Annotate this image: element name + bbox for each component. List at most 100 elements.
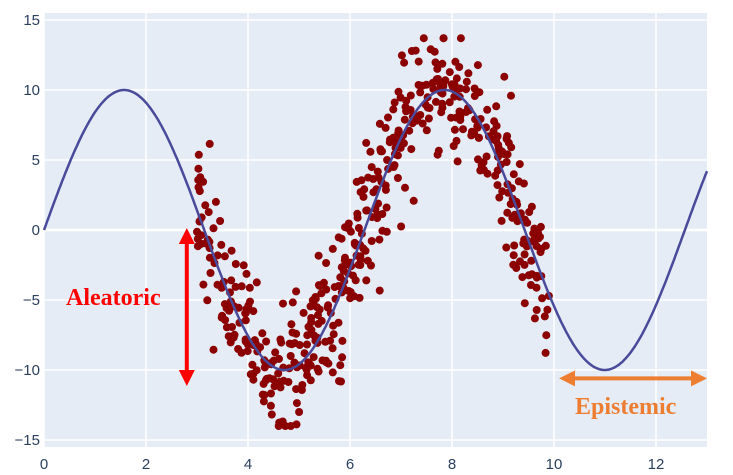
data-point	[262, 337, 271, 346]
data-point	[479, 165, 488, 174]
data-point	[221, 316, 230, 324]
data-point	[406, 106, 415, 114]
data-point	[453, 157, 462, 166]
data-point	[246, 370, 255, 379]
data-point	[431, 58, 440, 67]
data-point	[502, 158, 511, 166]
data-point	[302, 365, 311, 374]
observation-points	[193, 34, 553, 430]
data-point	[510, 241, 519, 250]
data-point	[381, 123, 390, 132]
data-point	[397, 51, 406, 60]
data-point	[432, 97, 440, 106]
data-point	[227, 276, 236, 285]
data-point	[464, 69, 473, 78]
data-point	[341, 253, 349, 262]
data-point	[375, 119, 384, 128]
data-point	[249, 307, 258, 316]
data-point	[337, 234, 346, 243]
data-point	[366, 147, 375, 156]
data-point	[527, 270, 536, 279]
data-point	[295, 408, 304, 416]
data-point	[274, 369, 283, 378]
data-point	[512, 264, 521, 272]
data-point	[259, 397, 268, 406]
data-point	[231, 260, 240, 268]
data-point	[285, 339, 294, 348]
data-point	[375, 286, 384, 295]
data-point	[275, 354, 283, 363]
data-point	[502, 243, 511, 252]
data-point	[424, 114, 433, 123]
data-point	[376, 145, 385, 154]
data-point	[527, 202, 536, 211]
data-point	[224, 332, 233, 341]
data-point	[527, 256, 536, 265]
data-point	[536, 232, 544, 241]
data-point	[248, 360, 257, 369]
data-point	[543, 305, 552, 314]
data-point	[241, 316, 250, 325]
data-point	[321, 337, 330, 346]
data-point	[497, 216, 506, 225]
data-point	[278, 417, 287, 426]
data-point	[209, 345, 218, 354]
data-point	[474, 133, 483, 142]
data-point	[452, 74, 461, 83]
x-axis-ticks: 0 2 4 6 8 10 12	[40, 456, 665, 473]
data-point	[518, 273, 527, 282]
data-point	[258, 329, 267, 338]
data-point	[447, 113, 456, 122]
data-point	[400, 58, 409, 67]
data-point	[322, 358, 331, 367]
data-point	[299, 308, 308, 317]
data-point	[483, 105, 492, 114]
data-point	[459, 125, 467, 134]
data-point	[516, 257, 524, 266]
data-point	[242, 337, 251, 346]
data-point	[538, 294, 547, 303]
data-point	[456, 34, 465, 43]
data-point	[542, 331, 551, 340]
data-point	[322, 285, 331, 294]
data-point	[375, 235, 384, 244]
data-point	[362, 206, 371, 215]
data-point	[407, 145, 416, 154]
data-point	[336, 361, 345, 370]
data-point	[515, 160, 524, 169]
data-point	[328, 344, 337, 353]
data-point	[450, 80, 459, 89]
data-point	[279, 299, 287, 308]
data-point	[359, 192, 368, 201]
data-point	[271, 348, 280, 357]
data-point	[270, 382, 279, 391]
data-point	[227, 246, 236, 255]
data-point	[382, 203, 391, 212]
data-point	[199, 177, 208, 186]
y-tick-label: −10	[15, 362, 40, 379]
data-point	[536, 248, 545, 257]
data-point	[194, 164, 203, 173]
data-point	[306, 302, 315, 311]
data-point	[338, 353, 347, 362]
data-point	[239, 261, 248, 270]
data-point	[495, 193, 504, 202]
data-point	[530, 314, 539, 323]
data-point	[315, 305, 324, 314]
data-point	[423, 103, 432, 112]
data-point	[317, 316, 326, 325]
data-point	[334, 318, 343, 327]
data-point	[228, 323, 236, 331]
data-point	[211, 197, 220, 206]
data-point	[502, 135, 511, 143]
data-point	[314, 367, 323, 376]
epistemic-label: Epistemic	[575, 394, 677, 420]
data-point	[445, 68, 454, 77]
y-tick-label: −5	[23, 292, 40, 309]
data-point	[369, 175, 378, 183]
data-point	[433, 150, 442, 159]
data-point	[467, 127, 476, 136]
data-point	[409, 196, 418, 205]
y-axis-ticks: 15 10 5 0 −5 −10 −15	[15, 12, 40, 449]
data-point	[541, 348, 550, 357]
